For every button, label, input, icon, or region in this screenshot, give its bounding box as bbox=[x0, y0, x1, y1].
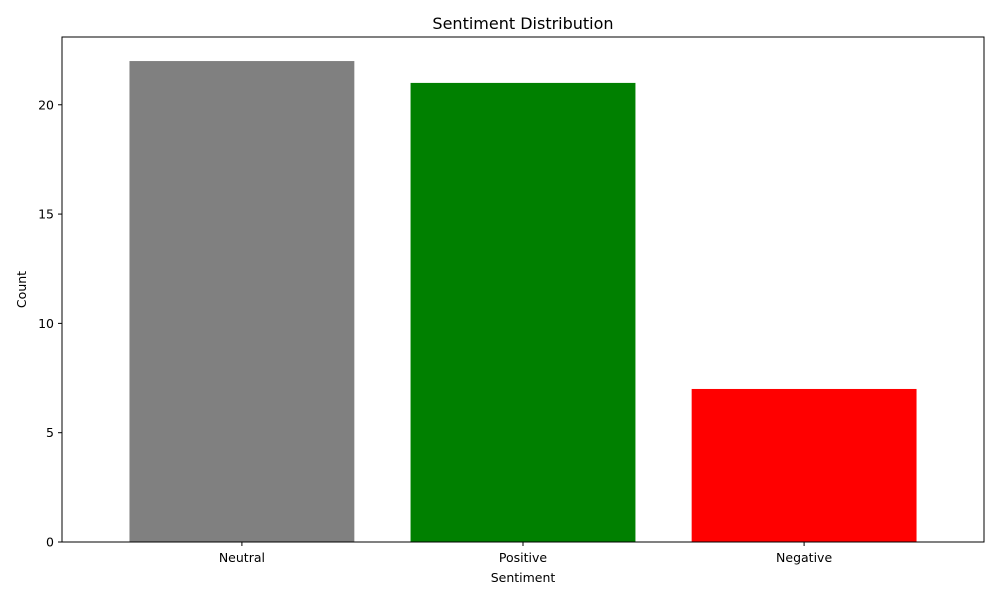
bar-neutral bbox=[129, 61, 355, 543]
y-axis-ticks: 0 5 10 15 20 bbox=[38, 97, 62, 550]
x-tick-label-negative: Negative bbox=[776, 550, 832, 565]
x-tick-label-positive: Positive bbox=[499, 550, 547, 565]
x-axis-label: Sentiment bbox=[491, 570, 556, 585]
bar-negative bbox=[691, 388, 917, 542]
y-tick-label: 0 bbox=[46, 535, 54, 550]
chart-title: Sentiment Distribution bbox=[432, 14, 613, 33]
y-tick-label: 15 bbox=[38, 207, 54, 222]
y-tick-label: 20 bbox=[38, 97, 54, 112]
plot-frame bbox=[61, 36, 985, 543]
bar-positive bbox=[410, 82, 636, 542]
bar-series bbox=[129, 61, 917, 543]
x-axis-ticks: Neutral Positive Negative bbox=[219, 542, 832, 565]
y-axis-label: Count bbox=[14, 271, 29, 308]
x-tick-label-neutral: Neutral bbox=[219, 550, 265, 565]
y-tick-label: 5 bbox=[46, 425, 54, 440]
y-tick-label: 10 bbox=[38, 316, 54, 331]
